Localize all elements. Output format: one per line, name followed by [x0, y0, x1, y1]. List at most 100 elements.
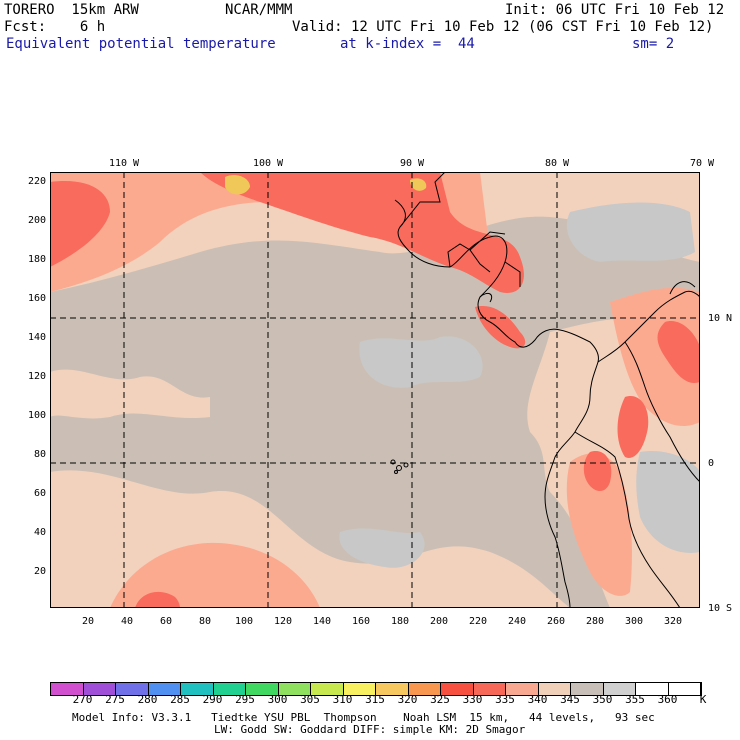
colorbar-cell — [506, 683, 539, 695]
colorbar-label: 340 — [527, 693, 548, 706]
plot-border — [50, 172, 700, 608]
valid-time: Valid: 12 UTC Fri 10 Feb 12 (06 CST Fri … — [292, 19, 714, 35]
y-tick-200: 200 — [27, 215, 46, 226]
y-tick-140: 140 — [27, 332, 46, 343]
lon-label-70w: 70 W — [689, 158, 715, 169]
x-tick-240: 240 — [507, 616, 527, 627]
colorbar-label: 320 — [397, 693, 418, 706]
colorbar-label: 355 — [625, 693, 645, 706]
colorbar-label: 290 — [202, 693, 223, 706]
x-tick-140: 140 — [312, 616, 332, 627]
colorbar-cell — [668, 683, 701, 695]
lat-lon-grid — [50, 172, 700, 608]
colorbar-cell — [278, 683, 311, 695]
colorbar-label: 335 — [495, 693, 515, 706]
colorbar-label: 295 — [235, 693, 255, 706]
model-info-line2: LW: Godd SW: Goddard DIFF: simple KM: 2D… — [214, 723, 526, 736]
lon-label-110w: 110 W — [108, 158, 140, 169]
field-name: Equivalent potential temperature — [6, 36, 276, 52]
lon-label-100w: 100 W — [252, 158, 284, 169]
colorbar-cell — [571, 683, 604, 695]
cool-patch-east — [566, 202, 695, 262]
y-tick-160: 160 — [27, 293, 46, 304]
x-tick-100: 100 — [234, 616, 254, 627]
colorbar-cell — [51, 683, 84, 695]
model-info-line1: Model Info: V3.3.1 Tiedtke YSU PBL Thomp… — [72, 711, 655, 724]
colorbar-label: 350 — [592, 693, 613, 706]
colorbar-unit: K — [699, 693, 707, 706]
colorbar-cell — [213, 683, 246, 695]
y-tick-60: 60 — [33, 488, 46, 499]
colorbar-label: 280 — [137, 693, 158, 706]
x-tick-60: 60 — [159, 616, 173, 627]
colorbar-label: 300 — [267, 693, 288, 706]
lon-label-80w: 80 W — [544, 158, 570, 169]
model-title: TORERO 15km ARW — [4, 2, 139, 18]
cool-patch-southeast — [636, 451, 700, 553]
x-tick-180: 180 — [390, 616, 410, 627]
colorbar — [50, 682, 702, 696]
x-tick-260: 260 — [546, 616, 566, 627]
warm-zone-southwest-blob — [110, 542, 320, 608]
x-tick-120: 120 — [273, 616, 293, 627]
x-tick-300: 300 — [624, 616, 644, 627]
lat-label-0: 0 — [708, 458, 715, 469]
lat-label-10n: 10 N — [708, 313, 733, 324]
coastlines — [390, 172, 700, 608]
colorbar-cell — [246, 683, 279, 695]
colorbar-label: 315 — [365, 693, 385, 706]
colorbar-label: 310 — [332, 693, 353, 706]
colorbar-label: 330 — [462, 693, 483, 706]
forecast-hour: Fcst: 6 h — [4, 19, 106, 35]
colorbar-cell — [408, 683, 441, 695]
colorbar-label: 345 — [560, 693, 580, 706]
colorbar-cell — [116, 683, 149, 695]
colorbar-cell — [636, 683, 669, 695]
colorbar-cell — [538, 683, 571, 695]
x-tick-220: 220 — [468, 616, 488, 627]
hottest-spot-mexico — [225, 175, 250, 195]
hottest-spot-mexico-east — [410, 178, 427, 191]
lat-label-10s: 10 S — [708, 603, 733, 614]
colorbar-cell — [376, 683, 409, 695]
cool-patch-south — [339, 528, 425, 568]
colorbar-cell — [603, 683, 636, 695]
hot-zone-central-america — [200, 172, 524, 293]
colorbar-cell — [148, 683, 181, 695]
colorbar-label: 285 — [170, 693, 190, 706]
y-tick-100: 100 — [27, 410, 46, 421]
x-tick-320: 320 — [663, 616, 683, 627]
map-svg — [50, 172, 700, 608]
colorbar-label: 305 — [300, 693, 320, 706]
colorbar-cell — [473, 683, 506, 695]
colorbar-label: 275 — [105, 693, 125, 706]
y-tick-80: 80 — [33, 449, 46, 460]
x-tick-40: 40 — [120, 616, 134, 627]
mild-band-west — [50, 369, 210, 419]
colorbar-label: 270 — [72, 693, 93, 706]
hot-zone-andes-north — [657, 321, 700, 383]
init-time: Init: 06 UTC Fri 10 Feb 12 — [505, 2, 725, 18]
x-tick-200: 200 — [429, 616, 449, 627]
y-tick-120: 120 — [27, 371, 46, 382]
hot-zone-mexico-west — [50, 181, 110, 267]
smoothing-label: sm= 2 — [632, 36, 675, 52]
x-tick-20: 20 — [81, 616, 95, 627]
colorbar-cell — [441, 683, 474, 695]
map-plot — [50, 172, 700, 608]
hot-zone-ecuador — [583, 451, 612, 492]
cool-patch-center — [359, 336, 483, 388]
y-tick-40: 40 — [33, 527, 46, 538]
hot-zone-andes-central — [617, 396, 649, 458]
y-tick-20: 20 — [33, 566, 46, 577]
lon-label-90w: 90 W — [399, 158, 425, 169]
colorbar-label: 360 — [657, 693, 678, 706]
colorbar-cell — [343, 683, 376, 695]
colorbar-cell — [181, 683, 214, 695]
warm-zone-peru — [566, 453, 632, 596]
x-tick-160: 160 — [351, 616, 371, 627]
institution-label: NCAR/MMM — [225, 2, 293, 18]
x-tick-80: 80 — [198, 616, 212, 627]
y-tick-180: 180 — [27, 254, 46, 265]
colorbar-cell — [311, 683, 344, 695]
